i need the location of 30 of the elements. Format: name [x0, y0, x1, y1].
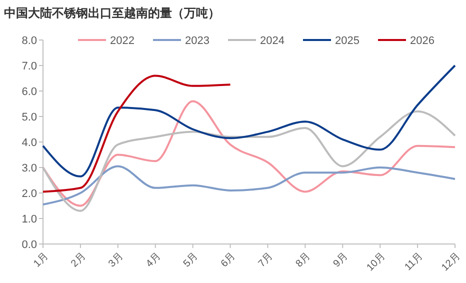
legend-label: 2023	[185, 34, 210, 47]
legend-label: 2024	[260, 34, 284, 47]
x-tick-label: 8月	[294, 250, 313, 270]
x-tick-label: 4月	[144, 250, 163, 270]
x-tick-label: 7月	[256, 250, 276, 270]
y-tick-label: 5.0	[22, 111, 37, 124]
legend-label: 2022	[110, 34, 134, 47]
chart-title: 中国大陆不锈钢出口至越南的量（万吨）	[4, 6, 220, 20]
x-tick-label: 1月	[32, 250, 51, 270]
y-tick-label: 4.0	[22, 136, 37, 149]
y-tick-label: 2.0	[22, 188, 37, 200]
y-tick-label: 8.0	[22, 34, 37, 47]
x-tick-label: 5月	[182, 250, 200, 270]
y-tick-label: 6.0	[22, 86, 37, 98]
line-series	[42, 74, 232, 193]
x-tick-label: 2月	[69, 250, 88, 270]
line-series	[42, 165, 456, 206]
x-tick-label: 12月	[440, 250, 463, 274]
line-series	[42, 64, 456, 178]
y-tick-label: 1.0	[22, 213, 37, 226]
x-tick-label: 9月	[331, 250, 350, 270]
y-tick-label: 7.0	[22, 60, 37, 72]
x-tick-label: 10月	[364, 250, 388, 274]
x-tick-label: 3月	[106, 250, 126, 270]
y-tick-label: 3.0	[22, 162, 37, 174]
y-tick-label: 0.0	[22, 238, 37, 251]
legend-label: 2026	[410, 34, 434, 47]
legend-label: 2025	[335, 34, 360, 47]
x-tick-label: 6月	[219, 250, 238, 270]
x-tick-label: 11月	[402, 250, 426, 274]
